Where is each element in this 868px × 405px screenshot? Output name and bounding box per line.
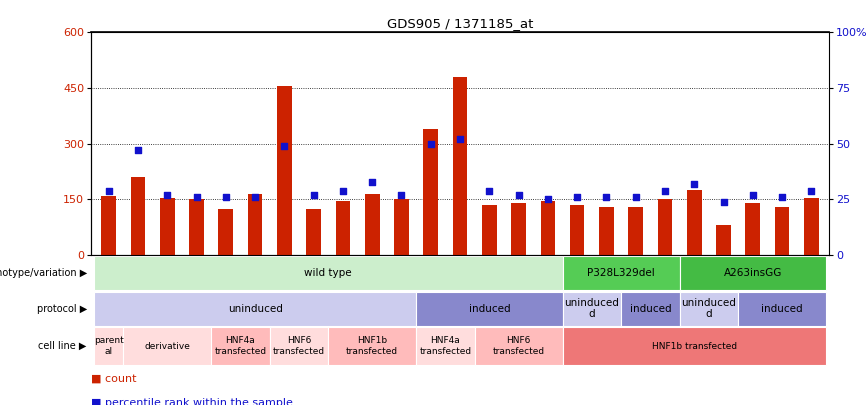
Text: protocol ▶: protocol ▶	[36, 304, 87, 313]
Point	[600, 194, 614, 200]
Bar	[569, 205, 584, 255]
Point	[278, 143, 292, 149]
Bar	[738, 292, 826, 326]
Point	[658, 187, 672, 194]
Bar	[189, 199, 204, 255]
Bar	[123, 327, 211, 365]
Bar	[475, 327, 562, 365]
Text: cell line ▶: cell line ▶	[38, 341, 87, 351]
Point	[161, 192, 174, 198]
Text: HNF4a
transfected: HNF4a transfected	[214, 336, 266, 356]
Point	[541, 196, 555, 202]
Bar	[687, 190, 701, 255]
Point	[365, 178, 379, 185]
Bar	[746, 203, 760, 255]
Text: induced: induced	[469, 304, 510, 313]
Bar	[336, 201, 351, 255]
Point	[189, 194, 203, 200]
Point	[746, 192, 760, 198]
Point	[570, 194, 584, 200]
Bar	[482, 205, 496, 255]
Text: parent
al: parent al	[94, 336, 123, 356]
Point	[424, 141, 437, 147]
Bar	[804, 198, 819, 255]
Bar	[562, 256, 680, 290]
Bar	[394, 199, 409, 255]
Point	[628, 194, 642, 200]
Point	[102, 187, 115, 194]
Bar	[94, 256, 562, 290]
Point	[483, 187, 496, 194]
Bar	[211, 327, 270, 365]
Point	[687, 181, 701, 187]
Text: HNF1b transfected: HNF1b transfected	[652, 341, 737, 351]
Bar	[621, 292, 680, 326]
Text: induced: induced	[629, 304, 671, 313]
Bar	[716, 226, 731, 255]
Bar	[775, 207, 789, 255]
Bar	[453, 77, 467, 255]
Point	[453, 136, 467, 143]
Bar	[328, 327, 416, 365]
Text: uninduced: uninduced	[227, 304, 282, 313]
Point	[248, 194, 262, 200]
Text: genotype/variation ▶: genotype/variation ▶	[0, 268, 87, 278]
Point	[306, 192, 320, 198]
Text: wild type: wild type	[305, 268, 352, 278]
Text: HNF4a
transfected: HNF4a transfected	[419, 336, 471, 356]
Bar	[94, 292, 416, 326]
Bar	[416, 327, 475, 365]
Bar	[365, 194, 379, 255]
Bar	[511, 203, 526, 255]
Point	[131, 147, 145, 153]
Bar	[247, 194, 262, 255]
Bar	[562, 292, 621, 326]
Bar	[424, 129, 438, 255]
Text: induced: induced	[761, 304, 803, 313]
Bar	[541, 201, 556, 255]
Text: P328L329del: P328L329del	[587, 268, 655, 278]
Point	[775, 194, 789, 200]
Text: HNF1b
transfected: HNF1b transfected	[346, 336, 398, 356]
Bar	[160, 198, 174, 255]
Text: ■ percentile rank within the sample: ■ percentile rank within the sample	[91, 398, 293, 405]
Point	[336, 187, 350, 194]
Bar	[270, 327, 328, 365]
Bar	[306, 209, 321, 255]
Bar	[277, 86, 292, 255]
Bar	[680, 292, 738, 326]
Bar	[658, 199, 673, 255]
Point	[805, 187, 819, 194]
Text: HNF6
transfected: HNF6 transfected	[273, 336, 326, 356]
Bar	[680, 256, 826, 290]
Text: derivative: derivative	[144, 341, 190, 351]
Point	[395, 192, 409, 198]
Point	[717, 198, 731, 205]
Point	[219, 194, 233, 200]
Bar	[599, 207, 614, 255]
Text: A263insGG: A263insGG	[724, 268, 782, 278]
Title: GDS905 / 1371185_at: GDS905 / 1371185_at	[387, 17, 533, 30]
Bar	[102, 196, 116, 255]
Bar	[416, 292, 562, 326]
Text: ■ count: ■ count	[91, 374, 136, 384]
Bar	[94, 327, 123, 365]
Bar	[628, 207, 643, 255]
Text: uninduced
d: uninduced d	[681, 298, 736, 320]
Text: uninduced
d: uninduced d	[564, 298, 619, 320]
Bar	[219, 209, 233, 255]
Point	[511, 192, 525, 198]
Bar	[562, 327, 826, 365]
Bar	[131, 177, 145, 255]
Text: HNF6
transfected: HNF6 transfected	[492, 336, 544, 356]
